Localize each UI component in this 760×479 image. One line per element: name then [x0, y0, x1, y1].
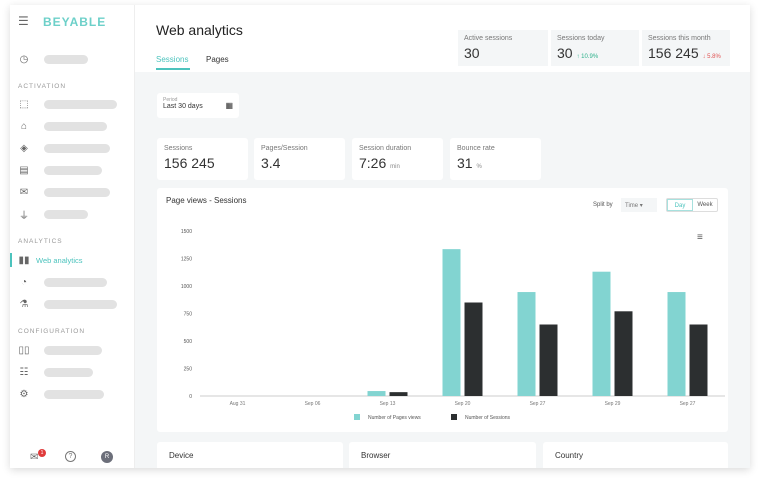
- inbox-icon[interactable]: ✉: [30, 452, 39, 463]
- bar: [464, 302, 483, 396]
- bar: [667, 292, 686, 396]
- bar: [539, 324, 558, 396]
- legend-swatch: [451, 414, 457, 420]
- plug-icon: ⏚: [19, 210, 29, 222]
- mail-icon: ✉: [19, 186, 29, 198]
- chart-card: Page views - Sessions Split by Time ▾ Da…: [157, 188, 728, 432]
- avatar[interactable]: R: [101, 451, 113, 463]
- chart-menu-icon[interactable]: ≡: [697, 232, 703, 243]
- period-picker[interactable]: Period Last 30 days ▦: [157, 93, 239, 118]
- x-tick-label: Sep 29: [605, 401, 621, 407]
- book-icon: ▯▯: [18, 344, 30, 356]
- x-tick-label: Sep 27: [530, 401, 546, 407]
- stat-sessions: Sessions 156 245: [157, 138, 248, 180]
- legend-swatch: [354, 414, 360, 420]
- stat-bounce: Bounce rate 31 %: [450, 138, 541, 180]
- page-title: Web analytics: [156, 22, 243, 38]
- sidebar-item[interactable]: ◈: [18, 141, 110, 155]
- sidebar-item[interactable]: ⏚: [18, 207, 88, 222]
- kpi-active-sessions: Active sessions 30: [458, 30, 548, 66]
- stat-pages-session: Pages/Session 3.4: [254, 138, 345, 180]
- menu-icon[interactable]: ☰: [18, 14, 29, 28]
- sidebar-item[interactable]: ⚗: [18, 297, 117, 311]
- day-button[interactable]: Day: [667, 199, 693, 211]
- x-tick-label: Sep 27: [680, 401, 696, 407]
- sliders-icon: ☷: [19, 366, 29, 378]
- pie-icon: ◔: [20, 276, 28, 288]
- country-card: Country: [543, 442, 728, 468]
- bar: [442, 249, 461, 396]
- tag-icon: ◈: [20, 142, 28, 154]
- form-icon: ▤: [19, 164, 29, 176]
- tab-pages[interactable]: Pages: [206, 55, 229, 64]
- section-label: ANALYTICS: [18, 238, 63, 245]
- app-window: ☰ BEYABLE ◷ ACTIVATION ⬚ ⌂ ◈ ▤ ✉ ⏚ ANALY…: [10, 5, 750, 468]
- gear-icon: ⚙: [19, 388, 29, 400]
- x-tick-label: Sep 13: [380, 401, 396, 407]
- sidebar: ☰ BEYABLE ◷ ACTIVATION ⬚ ⌂ ◈ ▤ ✉ ⏚ ANALY…: [10, 5, 135, 468]
- bar: [517, 292, 536, 396]
- y-tick-label: 750: [184, 312, 193, 318]
- section-label: ACTIVATION: [18, 83, 67, 90]
- bag-icon: ⌂: [20, 120, 28, 132]
- page-header: Web analytics Sessions Pages Active sess…: [135, 5, 750, 72]
- sidebar-item[interactable]: ▯▯: [18, 343, 102, 357]
- sidebar-item[interactable]: ⬚: [18, 97, 117, 111]
- week-button[interactable]: Week: [697, 202, 713, 208]
- kpi-sessions-today: Sessions today 30 ↑ 10.9%: [551, 30, 639, 66]
- kpi-sessions-month: Sessions this month 156 245 ↓ 5.8%: [642, 30, 730, 66]
- legend-label: Number of Pages views: [368, 415, 421, 421]
- x-tick-label: Sep 06: [305, 401, 321, 407]
- sidebar-item[interactable]: ☷: [18, 365, 93, 379]
- sidebar-item[interactable]: ✉: [18, 185, 110, 199]
- y-tick-label: 250: [184, 367, 193, 373]
- logo: BEYABLE: [43, 15, 107, 29]
- split-label: Split by: [593, 202, 613, 208]
- bar: [592, 271, 611, 396]
- bar: [367, 391, 386, 396]
- y-tick-label: 500: [184, 339, 193, 345]
- y-tick-label: 0: [189, 394, 192, 400]
- sidebar-item[interactable]: ⌂: [18, 119, 107, 133]
- sidebar-item-web-analytics[interactable]: ▮▮ Web analytics: [18, 254, 83, 266]
- chart-title: Page views - Sessions: [166, 196, 247, 205]
- bar: [389, 392, 408, 396]
- y-tick-label: 1250: [181, 257, 192, 263]
- bar-chart: 0 250 500 750 1000 1250 1500 Aug 31 Sep 06 Sep 13…: [181, 229, 725, 421]
- bar: [689, 324, 708, 396]
- section-label: CONFIGURATION: [18, 328, 86, 335]
- sidebar-item[interactable]: ▤: [18, 163, 102, 177]
- sidebar-item[interactable]: ⚙: [18, 387, 104, 401]
- tab-sessions[interactable]: Sessions: [156, 55, 189, 64]
- x-tick-label: Aug 31: [230, 401, 246, 407]
- help-icon[interactable]: ?: [65, 451, 76, 462]
- flask-icon: ⚗: [19, 298, 29, 310]
- legend-label: Number of Sessions: [465, 415, 511, 421]
- calendar-icon: ▦: [225, 101, 233, 110]
- target-icon: ⬚: [19, 98, 29, 110]
- dashboard-icon: ◷: [19, 53, 29, 65]
- sidebar-item[interactable]: ◷: [18, 52, 88, 66]
- x-tick-label: Sep 20: [455, 401, 471, 407]
- bar: [614, 311, 633, 396]
- notification-badge: 1: [38, 449, 46, 457]
- split-select[interactable]: Time ▾: [621, 198, 657, 212]
- y-tick-label: 1500: [181, 229, 192, 235]
- device-card: Device: [157, 442, 343, 468]
- day-week-toggle: Day Week: [666, 198, 718, 212]
- stat-duration: Session duration 7:26 min: [352, 138, 443, 180]
- sidebar-item[interactable]: ◔: [18, 275, 107, 289]
- browser-card: Browser: [349, 442, 536, 468]
- y-tick-label: 1000: [181, 284, 192, 290]
- bar-chart-icon: ▮▮: [18, 254, 30, 266]
